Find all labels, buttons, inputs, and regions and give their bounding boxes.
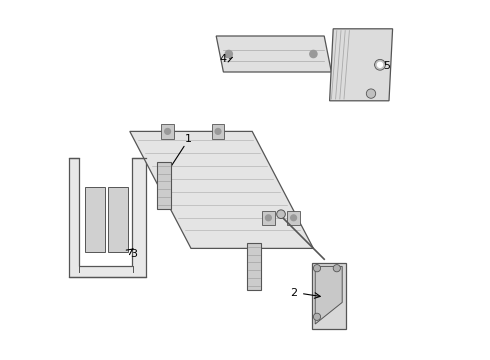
FancyBboxPatch shape [85, 187, 104, 252]
FancyBboxPatch shape [161, 124, 174, 139]
Circle shape [377, 62, 383, 67]
Circle shape [314, 265, 320, 272]
Circle shape [374, 59, 386, 70]
FancyBboxPatch shape [287, 211, 300, 225]
Polygon shape [130, 131, 314, 248]
Text: 1: 1 [185, 134, 192, 144]
Circle shape [310, 50, 317, 58]
Circle shape [165, 129, 171, 134]
Circle shape [225, 50, 232, 58]
Text: 2: 2 [290, 288, 297, 298]
Polygon shape [315, 266, 342, 324]
Circle shape [333, 265, 341, 272]
FancyBboxPatch shape [212, 124, 224, 139]
Text: 4: 4 [220, 54, 227, 64]
Polygon shape [312, 263, 346, 329]
FancyBboxPatch shape [262, 211, 275, 225]
Circle shape [215, 129, 221, 134]
Circle shape [314, 313, 320, 320]
Circle shape [266, 215, 271, 221]
Polygon shape [69, 158, 146, 277]
Circle shape [277, 210, 285, 219]
Polygon shape [247, 243, 261, 290]
FancyBboxPatch shape [108, 187, 128, 252]
Circle shape [291, 215, 296, 221]
Polygon shape [157, 162, 171, 209]
Text: 5: 5 [383, 60, 390, 71]
Circle shape [367, 89, 376, 98]
Polygon shape [216, 36, 331, 72]
Polygon shape [330, 29, 392, 101]
Text: 3: 3 [130, 249, 137, 259]
